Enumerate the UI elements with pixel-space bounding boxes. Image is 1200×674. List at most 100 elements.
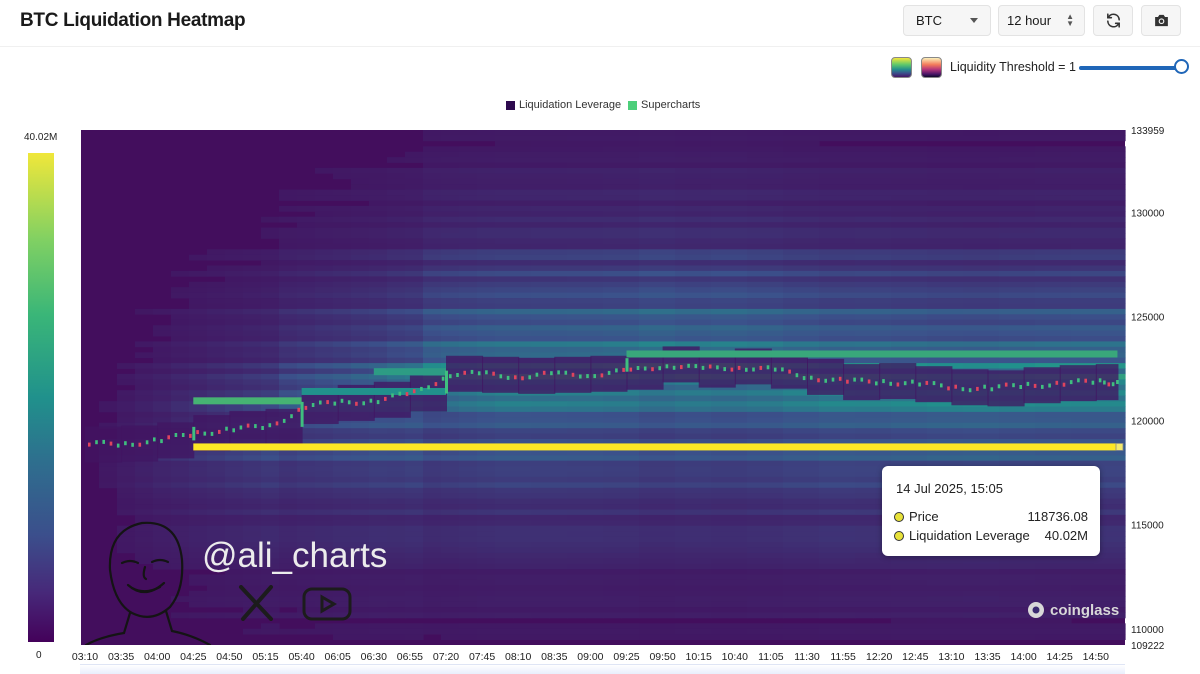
heatmap-cell (909, 460, 928, 467)
heatmap-cell (693, 585, 712, 592)
heatmap-cell (549, 455, 568, 462)
legend-item-supercharts[interactable]: Supercharts (628, 99, 700, 111)
heatmap-cell (1053, 422, 1072, 429)
heatmap-cell (783, 401, 802, 407)
screenshot-button[interactable] (1141, 5, 1181, 36)
threshold-slider-handle[interactable] (1174, 59, 1189, 74)
heatmap-cell (747, 542, 766, 548)
heatmap-cell (567, 401, 586, 407)
price-gap-shade (807, 358, 845, 395)
heatmap-cell (567, 135, 586, 142)
heatmap-cell (387, 260, 406, 266)
heatmap-cell (549, 390, 568, 396)
heatmap-cell (837, 233, 856, 239)
heatmap-cell (117, 401, 136, 407)
heatmap-cell (837, 482, 856, 489)
heatmap-cell (1053, 195, 1072, 201)
heatmap-cell (441, 607, 460, 613)
heatmap-cell (1035, 287, 1054, 293)
heatmap-cell (279, 514, 298, 521)
heatmap-cell (567, 346, 586, 353)
heatmap-cell (513, 178, 532, 185)
palette-viridis-button[interactable] (891, 57, 912, 78)
heatmap-cell (783, 558, 802, 565)
heatmap-cell (783, 623, 802, 630)
heatmap-cell (675, 254, 694, 261)
heatmap-cell (981, 135, 1000, 142)
heatmap-cell (189, 487, 208, 494)
heatmap-cell (153, 379, 172, 386)
heatmap-cell (495, 341, 514, 348)
heatmap-cell (531, 260, 550, 266)
heatmap-cell (333, 509, 352, 516)
heatmap-cell (1017, 135, 1036, 142)
heatmap-cell (369, 579, 388, 586)
heatmap-cell (855, 211, 874, 218)
heatmap-cell (1035, 243, 1054, 250)
heatmap-cell (837, 205, 856, 212)
heatmap-cell (963, 157, 982, 163)
heatmap-cell (729, 384, 748, 391)
heatmap-cell (963, 346, 982, 353)
heatmap-cell (477, 189, 496, 196)
heatmap-cell (567, 254, 586, 261)
heatmap-cell (765, 563, 784, 570)
heatmap-cell (945, 173, 964, 180)
heatmap-cell (855, 471, 874, 478)
legend-item-liquidation-leverage[interactable]: Liquidation Leverage (506, 99, 621, 111)
heatmap-cell (405, 439, 424, 445)
heatmap-cell (549, 536, 568, 543)
palette-magma-button[interactable] (921, 57, 942, 78)
heatmap-cell (351, 379, 370, 386)
heatmap-cell (963, 184, 982, 190)
heatmap-cell (1035, 596, 1054, 602)
heatmap-cell (567, 504, 586, 510)
heatmap-cell (369, 303, 388, 310)
heatmap-cell (549, 585, 568, 592)
heatmap-cell (945, 634, 964, 640)
heatmap-cell (369, 205, 388, 212)
heatmap-cell (1035, 298, 1054, 304)
heatmap-cell (405, 270, 424, 277)
heatmap-cell (495, 422, 514, 429)
heatmap-cell (477, 341, 496, 348)
heatmap-cell (927, 146, 946, 153)
heatmap-cell (531, 525, 550, 532)
heatmap-cell (351, 178, 370, 185)
heatmap-cell (351, 260, 370, 266)
liquidity-band (626, 350, 1118, 358)
heatmap-cell (1017, 455, 1036, 462)
heatmap-cell (783, 243, 802, 250)
heatmap-cell (765, 466, 784, 472)
time-range-select[interactable]: 12 hour ▲ ▼ (998, 5, 1085, 36)
heatmap-cell (567, 200, 586, 207)
heatmap-cell (513, 406, 532, 413)
coin-select[interactable]: BTC (903, 5, 991, 36)
heatmap-cell (333, 303, 352, 310)
heatmap-cell (513, 422, 532, 429)
heatmap-cell (495, 460, 514, 467)
heatmap-cell (1089, 623, 1108, 630)
refresh-button[interactable] (1093, 5, 1133, 36)
heatmap-cell (765, 390, 784, 396)
heatmap-cell (873, 357, 892, 364)
heatmap-cell (819, 504, 838, 510)
heatmap-cell (891, 314, 910, 321)
heatmap-cell (405, 628, 424, 635)
heatmap-cell (477, 422, 496, 429)
heatmap-cell (1089, 189, 1108, 196)
heatmap-cell (405, 363, 424, 369)
heatmap-cell (801, 439, 820, 445)
heatmap-cell (927, 460, 946, 467)
candle (311, 403, 315, 407)
heatmap-cell (279, 368, 298, 375)
candle (225, 426, 228, 431)
heatmap-cell (225, 509, 244, 516)
heatmap-cell (1071, 330, 1090, 337)
heatmap-cell (387, 319, 406, 326)
heatmap-cell (549, 634, 568, 640)
heatmap-cell (765, 222, 784, 228)
heatmap-cell (747, 607, 766, 613)
threshold-slider[interactable] (1079, 66, 1183, 70)
